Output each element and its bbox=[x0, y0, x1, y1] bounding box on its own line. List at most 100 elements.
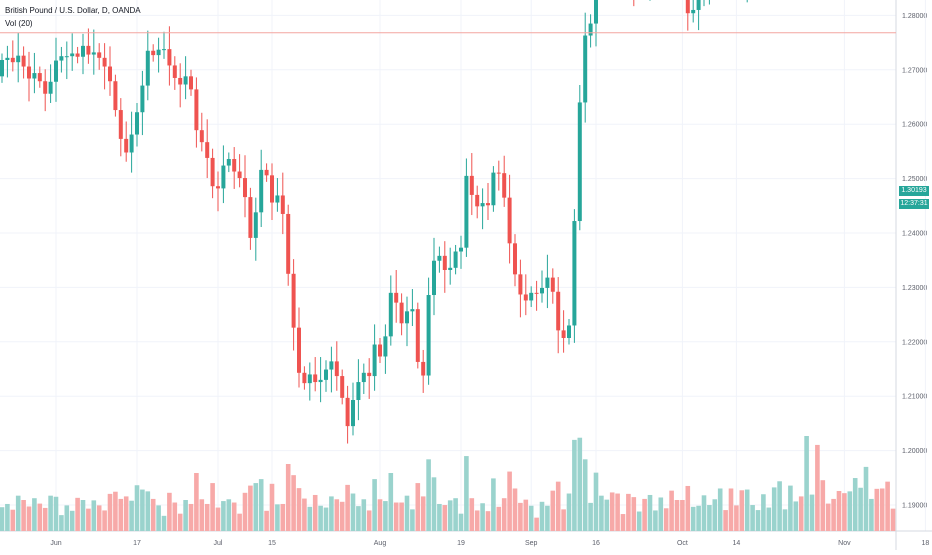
volume-bar bbox=[798, 496, 804, 531]
candle bbox=[43, 69, 48, 112]
candle-body bbox=[27, 66, 31, 79]
volume-bar bbox=[534, 517, 539, 531]
candle-body bbox=[48, 81, 53, 94]
volume-bar bbox=[156, 505, 161, 531]
x-axis-tick-label: Jul bbox=[214, 540, 223, 547]
chart-title: British Pound / U.S. Dollar, D, OANDA bbox=[5, 6, 141, 15]
candle-body bbox=[432, 260, 436, 296]
volume-bar bbox=[793, 501, 799, 531]
candle bbox=[129, 111, 134, 173]
candle bbox=[691, 0, 696, 23]
candle-body bbox=[140, 85, 145, 113]
y-axis-tick-label: 1.22000 bbox=[902, 339, 927, 346]
candle bbox=[491, 166, 496, 212]
volume-bar bbox=[253, 483, 259, 531]
volume-bar bbox=[356, 506, 361, 531]
candle-body bbox=[291, 273, 296, 328]
volume-bar bbox=[518, 502, 523, 531]
candle-body bbox=[302, 372, 307, 384]
volume-bar bbox=[750, 505, 755, 531]
volume-bar bbox=[804, 436, 809, 531]
volume-bar bbox=[415, 483, 421, 531]
candle-body bbox=[189, 76, 193, 90]
candle-body bbox=[588, 23, 593, 36]
candle bbox=[523, 274, 528, 316]
volume-bar bbox=[64, 505, 70, 531]
volume-bar bbox=[744, 489, 750, 531]
volume-bar bbox=[339, 501, 345, 531]
candle-body bbox=[388, 292, 393, 337]
volume-bar bbox=[366, 510, 372, 531]
candle bbox=[286, 204, 291, 286]
candle-body bbox=[469, 175, 474, 195]
y-axis-tick-label: 1.21000 bbox=[902, 394, 927, 401]
candle bbox=[221, 145, 226, 204]
candle-body bbox=[572, 221, 577, 326]
candle-body bbox=[16, 55, 21, 63]
volume-bar bbox=[377, 499, 383, 531]
volume-bar bbox=[210, 483, 215, 531]
candle-body bbox=[108, 66, 112, 82]
volume-bar bbox=[528, 505, 534, 531]
candle bbox=[378, 337, 382, 364]
candle-body bbox=[199, 130, 204, 143]
candle-body bbox=[178, 77, 183, 85]
volume-bar bbox=[329, 496, 334, 531]
candle bbox=[178, 63, 183, 108]
candle bbox=[432, 237, 436, 316]
candle bbox=[75, 46, 80, 64]
candle bbox=[210, 148, 215, 199]
candle-body bbox=[453, 251, 458, 268]
candle-body bbox=[540, 287, 544, 294]
x-axis-tick-label: 14 bbox=[733, 540, 741, 547]
candle bbox=[270, 163, 274, 220]
candle-body bbox=[334, 361, 339, 377]
volume-bar bbox=[323, 507, 329, 531]
volume-bar bbox=[226, 499, 232, 531]
candle-body bbox=[5, 57, 10, 61]
candle bbox=[243, 155, 247, 218]
candle bbox=[448, 247, 453, 285]
candle-body bbox=[507, 197, 512, 244]
candle-body bbox=[259, 169, 264, 213]
volume-bar bbox=[167, 492, 172, 531]
volume-bar bbox=[491, 478, 496, 531]
candle bbox=[156, 37, 161, 73]
candle-body bbox=[442, 255, 447, 270]
volume-bar bbox=[318, 505, 323, 531]
candle-body bbox=[75, 53, 80, 57]
volume-bar bbox=[523, 499, 529, 531]
candle bbox=[464, 158, 469, 257]
candle bbox=[583, 12, 588, 123]
y-axis-tick-label: 1.20000 bbox=[902, 448, 927, 455]
candle-body bbox=[118, 110, 123, 139]
volume-bar bbox=[577, 437, 583, 531]
candle-body bbox=[113, 81, 118, 111]
volume-bar bbox=[631, 497, 637, 531]
candle bbox=[410, 289, 415, 327]
volume-bar bbox=[118, 498, 124, 531]
volume-bar bbox=[442, 505, 448, 531]
volume-bar bbox=[269, 483, 275, 531]
volume-bar bbox=[426, 459, 431, 531]
volume-bar bbox=[739, 490, 745, 531]
candle bbox=[118, 98, 123, 157]
y-axis-tick-label: 1.23000 bbox=[902, 285, 927, 292]
volume-bar bbox=[496, 506, 502, 531]
candle bbox=[415, 302, 420, 369]
volume-bar bbox=[782, 509, 788, 531]
candle-body bbox=[32, 73, 37, 79]
volume-bar bbox=[194, 473, 199, 531]
volume-bar bbox=[680, 500, 685, 531]
candle bbox=[280, 172, 285, 235]
volume-bar bbox=[361, 499, 367, 531]
volume-bar bbox=[831, 498, 836, 531]
volume-bar bbox=[642, 498, 647, 531]
candle bbox=[594, 0, 598, 47]
volume-bar bbox=[566, 493, 572, 531]
candle bbox=[313, 357, 318, 392]
candle bbox=[102, 43, 107, 90]
candle-body bbox=[226, 159, 231, 166]
